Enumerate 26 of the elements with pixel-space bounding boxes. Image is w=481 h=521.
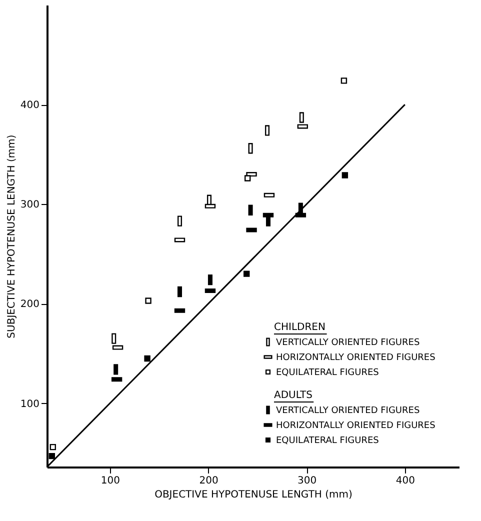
point (244, 175, 251, 182)
x-axis-title: OBJECTIVE HYPOTENUSE LENGTH (mm) (154, 490, 353, 500)
y-tick-label: 300 (20, 200, 40, 211)
legend-label: EQUILATERAL FIGURES (276, 368, 380, 378)
legend-label: VERTICALLY ORIENTED FIGURES (276, 338, 420, 348)
y-tick-label: 400 (20, 100, 40, 112)
legend-label: HORIZONTALLY ORIENTED FIGURES (276, 421, 436, 431)
y-tick-label: 200 (20, 299, 40, 310)
point (144, 355, 150, 362)
annotation: CHILDREN (274, 322, 326, 333)
point (48, 452, 56, 460)
point (342, 172, 348, 178)
legend-label: VERTICALLY ORIENTED FIGURES (276, 406, 420, 416)
point (340, 78, 348, 84)
x-tick-label: 400 (396, 476, 415, 486)
point (50, 444, 56, 450)
point (145, 298, 152, 304)
x-tick-label: 200 (199, 476, 218, 486)
legend-label: EQUILATERAL FIGURES (276, 436, 380, 446)
point (244, 270, 250, 277)
x-tick-label: 300 (298, 476, 317, 486)
annotation: ADULTS (274, 390, 313, 401)
legend-label: HORIZONTALLY ORIENTED FIGURES (276, 353, 436, 363)
y-tick-label: 100 (20, 398, 40, 410)
x-tick-label: 100 (100, 476, 120, 486)
y-axis-title: SUBJECTIVE HYPOTENUSE LENGTH (mm) (6, 134, 18, 338)
